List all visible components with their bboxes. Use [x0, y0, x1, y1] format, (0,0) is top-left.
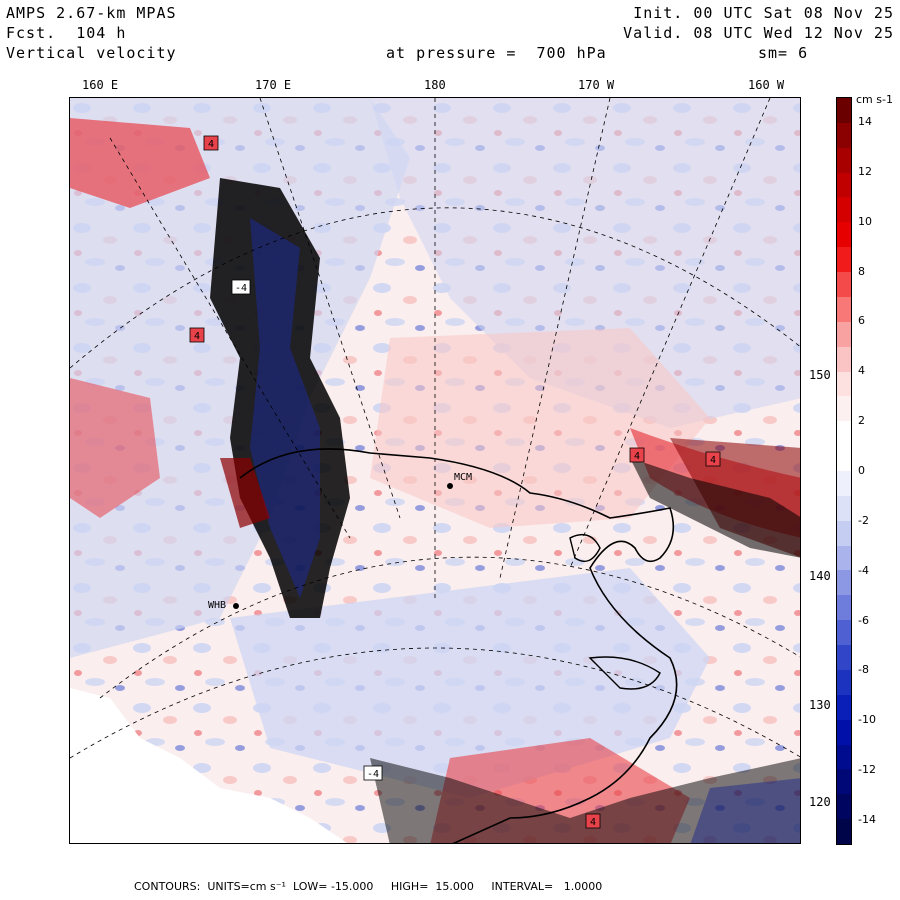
smoothing-label: sm= 6: [758, 44, 809, 62]
colorbar-tick-label: 4: [858, 364, 865, 378]
contour-label-box: [705, 451, 721, 467]
field-name: Vertical velocity: [6, 44, 177, 62]
colorbar-tick-label: 14: [858, 114, 872, 128]
colorbar-swatch: [837, 645, 851, 671]
lon-label-160e: 160 E: [82, 78, 119, 92]
colorbar-tick-label: -14: [858, 813, 876, 827]
contour-label: -4: [367, 769, 379, 780]
colorbar-tick-label: 8: [858, 264, 865, 278]
init-time: Init. 00 UTC Sat 08 Nov 25: [633, 4, 894, 22]
colorbar-swatch: [837, 247, 851, 273]
ross-ice-shelf-region: [370, 328, 710, 528]
colorbar-swatch: [837, 495, 851, 522]
lon-label-170e: 170 E: [255, 78, 292, 92]
vertical-velocity-map: 4 -4 4 4 4 -4 4: [70, 98, 800, 843]
colorbar-swatch: [837, 346, 851, 373]
colorbar-tick-label: -10: [858, 713, 876, 727]
map-panel: 4 -4 4 4 4 -4 4 MCM WHB: [69, 97, 801, 844]
forecast-hour: Fcst. 104 h: [6, 24, 127, 42]
colorbar-units: cm s-1: [856, 93, 893, 106]
colorbar-swatch: [837, 396, 851, 422]
colorbar-swatch: [837, 620, 851, 646]
colorbar-swatch: [837, 98, 851, 124]
colorbar-tick-label: -6: [858, 613, 869, 627]
colorbar-swatch: [837, 272, 851, 298]
lon-label-170w: 170 W: [578, 78, 615, 92]
contour-info: CONTOURS: UNITS=cm s⁻¹ LOW= -15.000 HIGH…: [134, 880, 603, 893]
marie-byrd-band: [630, 458, 800, 558]
colorbar-swatch: [837, 545, 851, 571]
colorbar-swatch: [837, 769, 851, 795]
northern-ocean-region: [370, 98, 800, 428]
colorbar-swatch: [837, 197, 851, 223]
colorbar-swatch: [837, 669, 851, 696]
colorbar-tick-label: 2: [858, 414, 865, 428]
colorbar-swatch: [837, 296, 851, 323]
contour-label: -4: [235, 283, 247, 294]
lon-label-180: 180: [424, 78, 446, 92]
colorbar: [836, 97, 852, 845]
contour-labels: 4 -4 4 4 4 -4 4: [189, 135, 721, 829]
ice-region: [70, 688, 348, 843]
contour-label-box: [363, 765, 383, 781]
south-coast-band: [370, 758, 800, 843]
colorbar-swatch: [837, 371, 851, 397]
mountain-positive-core: [220, 458, 270, 528]
colorbar-tick-label: -8: [858, 663, 869, 677]
colorbar-swatch: [837, 147, 851, 174]
colorbar-tick-label: -12: [858, 763, 876, 777]
colorbar-swatch: [837, 794, 851, 820]
station-label-whb: WHB: [208, 600, 227, 611]
colorbar-swatch: [837, 694, 851, 721]
colorbar-swatch: [837, 570, 851, 596]
colorbar-swatch: [837, 719, 851, 746]
station-label-mcm: MCM: [454, 472, 473, 483]
coastline: [239, 448, 678, 843]
station-marker-whb: [233, 603, 239, 609]
pressure-level: at pressure = 700 hPa: [386, 44, 607, 62]
colorbar-tick-label: 0: [858, 464, 865, 477]
lon-label-160w: 160 W: [748, 78, 785, 92]
contour-label: 4: [710, 455, 716, 466]
colorbar-tick-label: 12: [858, 164, 872, 178]
roosevelt-island: [569, 534, 601, 562]
contour-label-box: [629, 447, 645, 463]
colorbar-swatch: [837, 744, 851, 770]
south-coast-negative: [690, 778, 800, 843]
model-title: AMPS 2.67-km MPAS: [6, 4, 177, 22]
contour-label-box: [231, 279, 251, 295]
colorbar-tick-label: -2: [858, 513, 869, 527]
contour-label-box: [189, 327, 205, 343]
graticule: [70, 98, 800, 759]
contour-label: 4: [634, 451, 640, 462]
station-marker-mcm: [447, 483, 453, 489]
ice-rise: [588, 656, 661, 690]
contour-label: 4: [590, 817, 596, 828]
contour-label: 4: [194, 331, 200, 342]
colorbar-swatch: [837, 520, 851, 547]
mountain-negative-core: [250, 218, 320, 598]
colorbar-swatch: [837, 446, 851, 472]
colorbar-tick-label: 6: [858, 314, 865, 328]
positive-band-west: [70, 378, 160, 518]
positive-band-northwest: [70, 118, 210, 208]
colorbar-swatch: [837, 471, 851, 497]
colorbar-swatch: [837, 222, 851, 248]
contour-label: 4: [208, 139, 214, 150]
colorbar-swatch: [837, 172, 851, 198]
colorbar-swatch: [837, 321, 851, 348]
colorbar-swatch: [837, 595, 851, 621]
contour-label-box: [585, 813, 601, 829]
colorbar-swatch: [837, 122, 851, 149]
valid-time: Valid. 08 UTC Wed 12 Nov 25: [623, 24, 894, 42]
colorbar-tick-label: 10: [858, 214, 872, 228]
colorbar-tick-label: -4: [858, 563, 869, 577]
contour-label-box: [203, 135, 219, 151]
colorbar-swatch: [837, 819, 851, 845]
colorbar-swatch: [837, 421, 851, 447]
